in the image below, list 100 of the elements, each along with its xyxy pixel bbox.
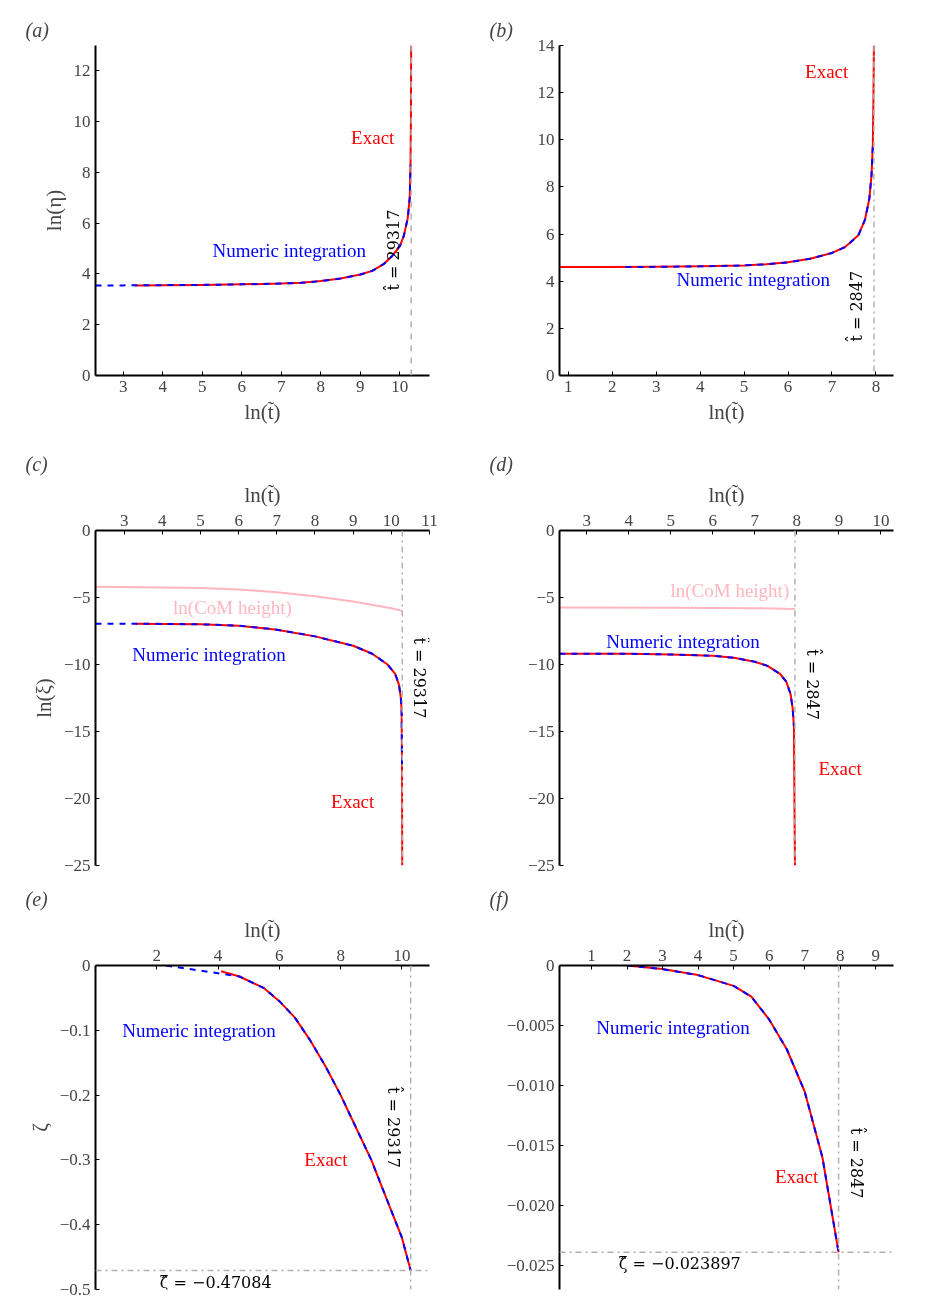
x-tick-label: 6 [783,376,793,396]
x-tick-label: 5 [666,510,676,530]
x-tick-label: 7 [272,510,282,530]
x-tick-label: 7 [827,376,837,396]
x-tick-label: 4 [213,945,223,965]
x-tick-label: 8 [310,510,320,530]
x-axis-title: ln(t̃) [708,482,745,507]
y-tick-label: −15 [63,722,91,741]
x-tick-label: 6 [275,945,284,965]
series-label: Numeric integration [122,1019,277,1041]
series-label: Exact [818,757,863,779]
y-tick-label: 8 [82,162,91,182]
y-tick-label: −0.010 [506,1076,555,1095]
y-tick-label: −10 [63,655,91,674]
x-tick-label: 3 [651,376,661,396]
x-tick-label: 4 [158,376,168,396]
x-tick-label: 4 [158,510,168,530]
series-label: Numeric integration [212,239,367,261]
x-axis-title: ln(t̃) [708,399,745,424]
x-tick-label: 8 [336,945,345,965]
x-tick-label: 8 [835,945,845,965]
series-label: Numeric integration [132,643,287,665]
x-tick-label: 9 [356,376,365,396]
y-tick-label: −0.005 [506,1016,555,1035]
x-tick-label: 8 [316,376,326,396]
x-tick-label: 10 [393,945,411,965]
x-tick-label: 3 [582,510,592,530]
x-tick-label: 2 [622,945,632,965]
y-tick-label: 6 [546,224,555,244]
x-tick-label: 7 [277,376,287,396]
y-tick-label: 6 [82,213,91,233]
y-tick-label: −0.015 [506,1136,555,1155]
line-series [559,652,795,728]
y-tick-label: −15 [527,722,555,741]
y-tick-label: 0 [82,521,91,540]
y-tick-label: 12 [73,61,91,81]
y-tick-label: −25 [63,856,91,875]
y-tick-label: −0.5 [59,1280,91,1299]
y-tick-label: 14 [537,36,555,55]
x-tick-label: 8 [871,376,881,396]
y-tick-label: 2 [546,318,555,338]
annotation: t̂ = 2847 [802,648,824,720]
x-axis-title: ln(t̃) [244,917,281,942]
chart-title: (a) [25,18,50,42]
y-tick-label: 0 [82,366,91,385]
y-tick-label: −5 [536,588,555,607]
y-tick-label: 8 [546,177,555,197]
line-series [95,622,404,766]
y-tick-label: −0.4 [59,1215,91,1235]
annotation: t̂ = 29317 [383,1086,405,1168]
x-axis-title: ln(t̃) [244,399,281,424]
y-tick-label: −5 [72,588,91,607]
x-tick-label: 6 [234,510,243,530]
x-tick-label: 3 [119,510,129,530]
x-tick-label: 9 [348,510,358,530]
series-label: Numeric integration [596,1016,751,1038]
x-axis-title: ln(t̃) [244,482,281,507]
y-tick-label: −0.020 [506,1196,555,1215]
x-tick-label: 10 [382,510,400,530]
x-tick-label: 8 [792,510,802,530]
series-label: ln(CoM height) [670,580,790,603]
series-label: Exact [805,61,850,83]
y-tick-label: 0 [546,956,555,975]
y-tick-label: −0.025 [506,1256,555,1275]
x-tick-label: 3 [658,945,667,965]
chart-title: (e) [25,887,49,911]
chart-title: (d) [489,452,514,476]
y-tick-label: −0.3 [59,1150,91,1170]
y-tick-label: −0.1 [59,1020,91,1040]
x-tick-label: 9 [871,945,880,965]
series-label: Exact [304,1149,349,1171]
series-label: Numeric integration [676,269,831,291]
y-axis-title: ζ [27,1122,52,1132]
x-tick-label: 6 [764,945,774,965]
y-tick-label: 4 [82,264,91,284]
y-tick-label: 12 [537,83,555,103]
x-axis-title: ln(t̃) [708,917,745,942]
y-tick-label: 0 [82,956,91,975]
y-axis-title: ln(η) [41,189,66,232]
line-series [134,622,404,866]
series-label: Exact [775,1165,819,1187]
series-label: Exact [331,791,376,813]
x-tick-label: 5 [729,945,738,965]
y-tick-label: −0.2 [59,1085,91,1105]
y-tick-label: −20 [63,789,91,808]
y-tick-label: −25 [527,856,555,875]
x-tick-label: 5 [739,376,749,396]
x-tick-label: 1 [564,376,573,396]
y-tick-label: 4 [546,271,555,291]
x-tick-label: 10 [391,376,409,396]
series-label: Numeric integration [606,630,761,652]
y-tick-label: 10 [537,130,555,150]
x-tick-label: 7 [750,510,760,530]
x-tick-label: 3 [118,376,128,396]
x-tick-label: 5 [196,510,205,530]
x-tick-label: 4 [693,945,703,965]
x-tick-label: 5 [197,376,207,396]
y-axis-title: ln(ξ) [31,678,56,718]
x-tick-label: 6 [708,510,718,530]
x-tick-label: 7 [800,945,810,965]
